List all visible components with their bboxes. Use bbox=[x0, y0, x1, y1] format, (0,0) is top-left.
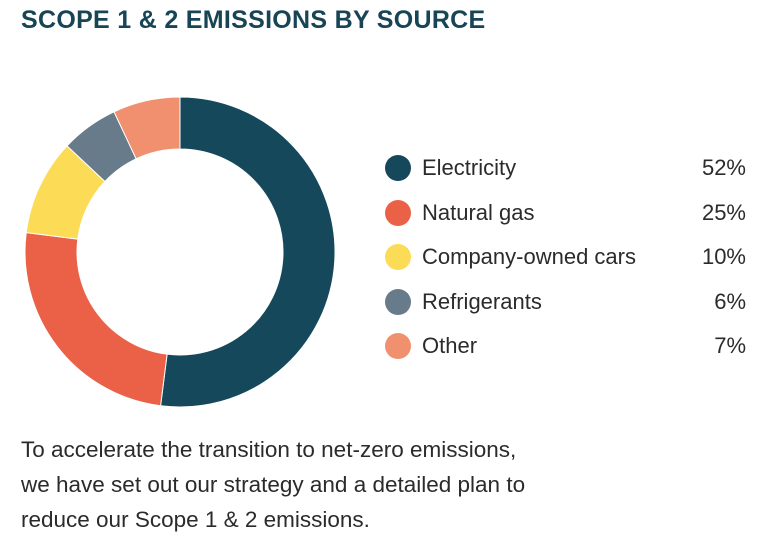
legend-item-refrigerants: Refrigerants 6% bbox=[385, 280, 750, 325]
legend-item-natural-gas: Natural gas 25% bbox=[385, 191, 750, 236]
chart-legend: Electricity 52% Natural gas 25% Company-owne… bbox=[385, 146, 750, 369]
caption-line-3: reduce our Scope 1 & 2 emissions. bbox=[21, 507, 370, 532]
legend-swatch-electricity bbox=[385, 155, 411, 182]
legend-item-other: Other 7% bbox=[385, 324, 750, 369]
legend-label-refrigerants: Refrigerants bbox=[422, 288, 542, 314]
caption-line-1: To accelerate the transition to net-zero… bbox=[21, 437, 517, 462]
caption-line-2: we have set out our strategy and a detai… bbox=[21, 472, 526, 497]
chart-title: SCOPE 1 & 2 EMISSIONS BY SOURCE bbox=[21, 6, 486, 34]
legend-item-company-owned-cars: Company-owned cars 10% bbox=[385, 235, 750, 280]
legend-value-refrigerants: 6% bbox=[714, 288, 746, 314]
legend-label-natural-gas: Natural gas bbox=[422, 199, 535, 225]
slice-natural-gas bbox=[24, 232, 168, 407]
donut-chart bbox=[24, 96, 336, 408]
legend-item-electricity: Electricity 52% bbox=[385, 146, 750, 191]
caption-text: To accelerate the transition to net-zero… bbox=[21, 432, 741, 537]
legend-label-other: Other bbox=[422, 333, 478, 359]
legend-value-natural-gas: 25% bbox=[701, 199, 746, 225]
slice-electricity bbox=[160, 96, 336, 408]
legend-swatch-other bbox=[385, 333, 411, 360]
legend-swatch-refrigerants bbox=[385, 288, 411, 315]
legend-value-other: 7% bbox=[714, 333, 746, 359]
legend-label-company-owned-cars: Company-owned cars bbox=[422, 244, 636, 270]
legend-swatch-natural-gas bbox=[385, 199, 411, 226]
legend-value-company-owned-cars: 10% bbox=[701, 244, 746, 270]
slice-other bbox=[113, 96, 181, 160]
legend-swatch-company-owned-cars bbox=[385, 244, 411, 271]
legend-label-electricity: Electricity bbox=[422, 155, 517, 181]
legend-value-electricity: 52% bbox=[701, 155, 746, 181]
